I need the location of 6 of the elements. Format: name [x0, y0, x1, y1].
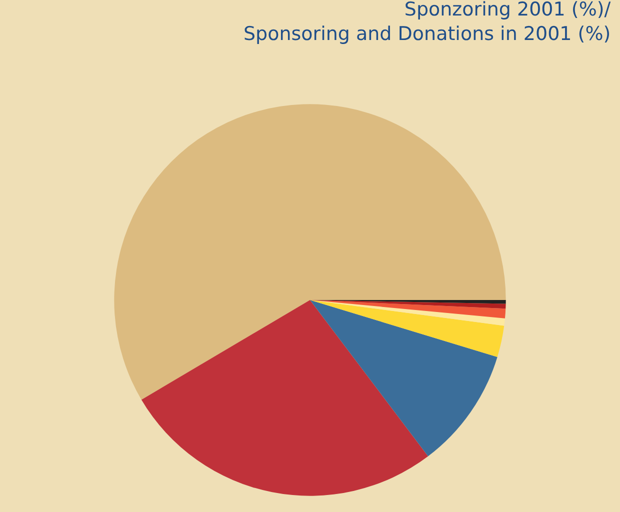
- pie-slice: [114, 104, 506, 400]
- pie-slice: [310, 300, 506, 318]
- pie-slice: [141, 300, 428, 496]
- pie-slice: [310, 300, 504, 357]
- chart-title: Sponzoring 2001 (%)/ Sponsoring and Donations in 2001 (%): [243, 0, 612, 46]
- pie-slice: [310, 300, 498, 456]
